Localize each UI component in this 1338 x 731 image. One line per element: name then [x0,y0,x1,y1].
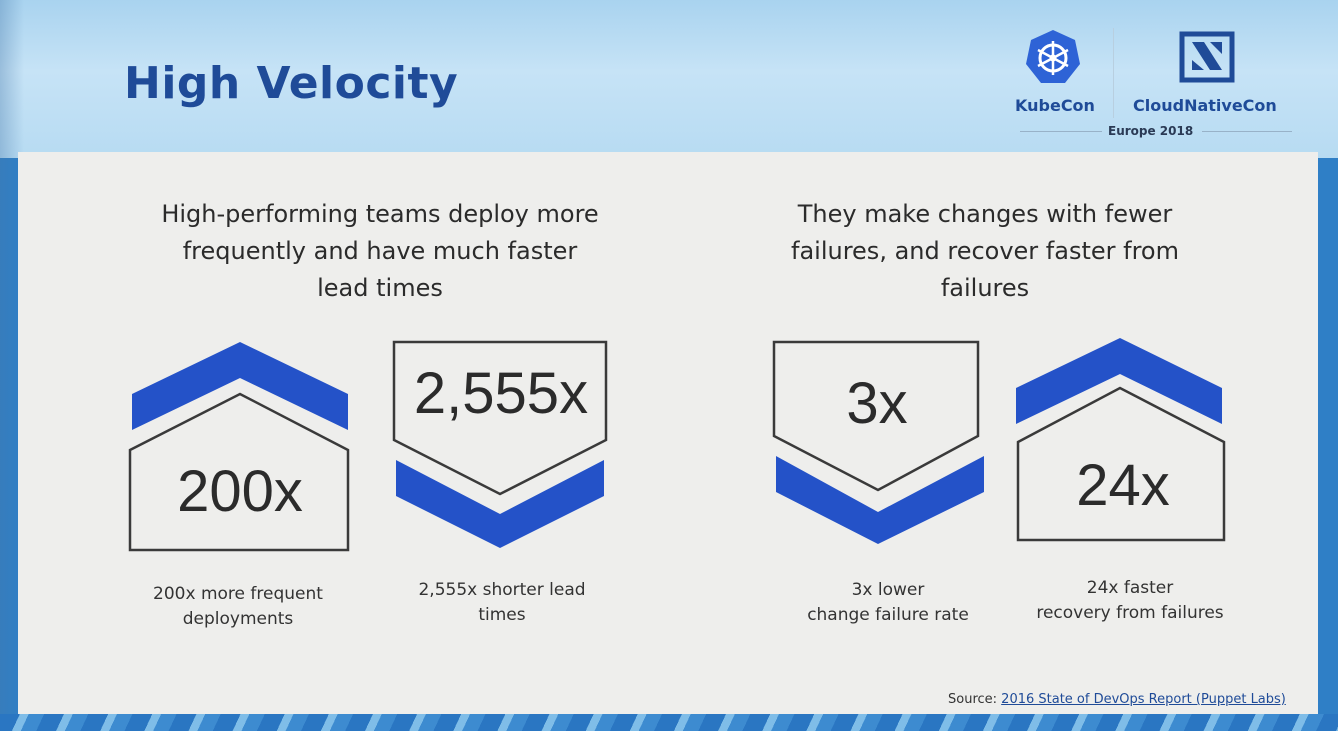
event-label: Europe 2018 [1108,124,1194,138]
stat-24x-shape [1016,338,1226,542]
stat-200x-caption-line2: deployments [182,609,294,629]
stat-24x-caption-line1: 24x faster [1086,578,1174,598]
kubecon-logo-text: KubeCon [1015,96,1095,115]
stat-24x-caption-line2: recovery from failures [1036,603,1224,623]
stat-2555x-caption-line1: 2,555x shorter lead [418,580,586,600]
stat-3x-caption: 3x lower change failure rate [768,578,1008,628]
source-note: Source: 2016 State of DevOps Report (Pup… [948,692,1286,707]
logo-rule-right [1202,131,1292,132]
stat-24x-value: 24x [1076,453,1170,518]
logo-divider [1113,28,1114,118]
stat-200x-value: 200x [177,459,303,524]
stat-3x-value: 3x [846,371,908,436]
stat-2555x-value: 2,555x [413,361,589,426]
cloudnativecon-logo-text: CloudNativeCon [1133,96,1277,115]
stat-3x-shape [772,340,984,544]
stat-24x-caption: 24x faster recovery from failures [1010,576,1250,626]
stat-200x-shape [128,342,350,552]
footer-stripe [0,714,1338,731]
cncf-square-icon [1179,31,1235,83]
left-heading: High-performing teams deploy more freque… [161,200,599,302]
stat-2555x-caption: 2,555x shorter lead times [382,578,622,628]
stat-3x-caption-line2: change failure rate [807,605,969,625]
stat-3x-caption-line1: 3x lower [851,580,925,600]
slide-header [0,0,1338,158]
stat-200x-caption-line1: 200x more frequent [153,584,323,604]
slide-title: High Velocity [124,58,459,109]
right-heading: They make changes with fewer failures, a… [791,200,1179,302]
stat-2555x-caption-line2: times [478,605,526,625]
kubernetes-helm-icon [1026,30,1080,83]
logo-rule-left [1020,131,1102,132]
stat-2555x-shape [392,340,608,548]
source-label: Source: [948,692,998,707]
content-panel [18,152,1318,718]
stat-200x-caption: 200x more frequent deployments [118,582,358,632]
source-link[interactable]: 2016 State of DevOps Report (Puppet Labs… [1001,692,1286,707]
